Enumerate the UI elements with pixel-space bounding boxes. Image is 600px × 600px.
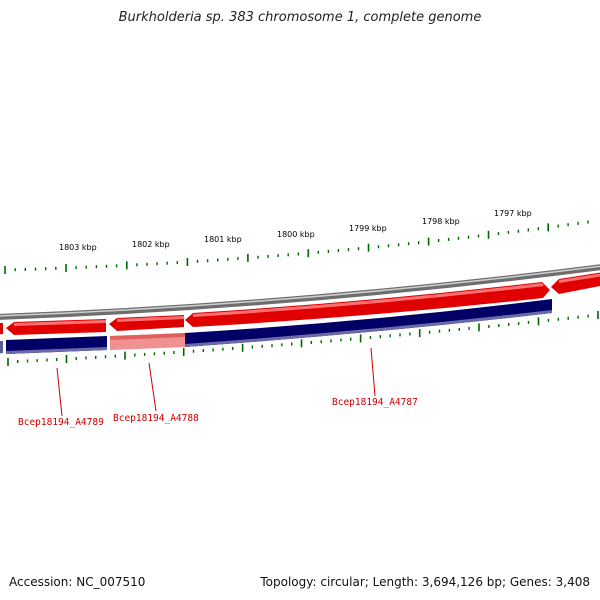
forward-strand [0, 272, 600, 335]
gene-reverse-a4788-shade [110, 333, 185, 340]
leader-a4788 [148, 362, 157, 412]
gene-reverse-a4787[interactable] [185, 299, 552, 347]
scale-label-1803: 1803 kbp [59, 243, 97, 252]
gene-forward-a4787-shine [193, 283, 544, 317]
gene-reverse-a4787-shine [185, 310, 552, 347]
scale-label-1798: 1798 kbp [422, 217, 460, 226]
genome-summary: Topology: circular; Length: 3,694,126 bp… [260, 575, 590, 589]
gene-forward-a4788-shine [117, 316, 184, 322]
outer-tick-ring [4, 220, 589, 274]
reverse-strand [0, 299, 552, 354]
gene-forward-edge[interactable] [0, 323, 3, 335]
gene-forward-a4789-shine [14, 320, 106, 326]
gene-labels: Bcep18194_A4789 Bcep18194_A4788 Bcep1819… [18, 397, 418, 428]
inner-tick-ring [7, 311, 599, 366]
scale-label-1799: 1799 kbp [349, 224, 387, 233]
gene-label-a4789[interactable]: Bcep18194_A4789 [18, 417, 104, 428]
genome-backbone [0, 264, 600, 320]
gene-leaders [56, 347, 376, 417]
accession-label: Accession: NC_007510 [9, 575, 146, 589]
gene-reverse-a4789-shine [6, 347, 107, 354]
gene-label-a4788[interactable]: Bcep18194_A4788 [113, 413, 199, 424]
scale-label-1801: 1801 kbp [204, 235, 242, 244]
scale-label-1800: 1800 kbp [277, 230, 315, 239]
scale-label-1797: 1797 kbp [494, 209, 532, 218]
map-title: Burkholderia sp. 383 chromosome 1, compl… [118, 10, 482, 25]
scale-label-1802: 1802 kbp [132, 240, 170, 249]
gene-label-a4787[interactable]: Bcep18194_A4787 [332, 397, 418, 408]
gene-forward-right-shine [559, 273, 600, 283]
scale-labels: 1803 kbp 1802 kbp 1801 kbp 1800 kbp 1799… [59, 209, 532, 252]
leader-a4789 [56, 367, 63, 417]
leader-a4787 [370, 347, 376, 397]
gene-reverse-edge[interactable] [0, 341, 3, 354]
genome-backbone-shine [0, 265, 600, 317]
